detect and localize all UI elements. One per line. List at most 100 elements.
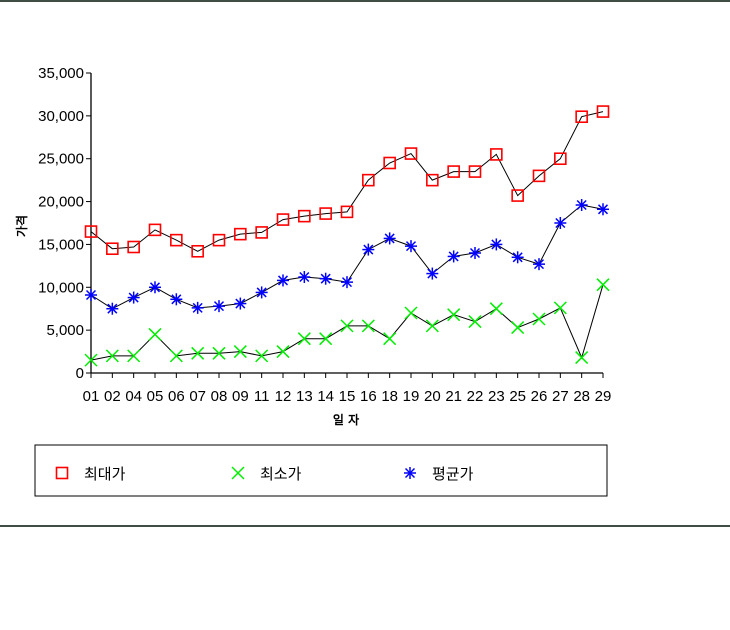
data-point (255, 286, 268, 299)
data-point (255, 226, 268, 239)
y-tick-label: 25,000 (38, 151, 84, 168)
data-point (533, 258, 545, 271)
y-tick-label: 30,000 (38, 108, 84, 125)
legend-marker (404, 467, 416, 479)
data-point (340, 319, 354, 333)
x-tick-label: 20 (424, 388, 441, 405)
data-point (127, 240, 140, 254)
x-tick-label: 23 (488, 388, 505, 405)
x-tick-label: 27 (552, 388, 569, 405)
data-point (426, 267, 439, 280)
data-point (383, 156, 396, 170)
bottom-divider (0, 525, 730, 527)
x-axis-ticks: 01 02 04 05 06 07 08 09 11 12 13 14 15 16 18 19 20 21 22 23… (83, 373, 611, 405)
data-point (553, 301, 567, 315)
data-point (169, 349, 183, 363)
data-point (84, 353, 98, 367)
x-tick-label: 13 (296, 388, 313, 405)
data-point (106, 242, 119, 256)
data-point (319, 272, 332, 285)
y-tick-label: 15,000 (38, 236, 84, 253)
series-line (90, 111, 604, 252)
data-point (213, 300, 225, 313)
data-point (191, 244, 204, 258)
legend-item: 평균가 (404, 465, 474, 483)
data-point (511, 321, 525, 335)
data-point (490, 148, 503, 161)
data-point (170, 293, 183, 306)
x-tick-label: 08 (211, 388, 228, 405)
data-point (191, 346, 205, 360)
data-point (425, 319, 439, 333)
x-tick-label: 18 (381, 388, 398, 405)
x-tick-label: 07 (189, 388, 206, 405)
x-tick-label: 14 (317, 388, 334, 405)
x-tick-label: 22 (467, 388, 484, 405)
y-axis-title: 가격 (14, 215, 29, 237)
data-point (297, 332, 311, 346)
data-point (298, 271, 311, 283)
data-point (255, 349, 269, 363)
data-point (489, 302, 503, 316)
data-point (511, 251, 524, 264)
x-tick-label: 15 (339, 388, 356, 405)
data-point (319, 332, 333, 346)
x-tick-label: 01 (83, 388, 100, 405)
data-point (405, 240, 417, 253)
x-tick-label: 21 (445, 388, 462, 405)
legend-label: 최대가 (84, 465, 126, 483)
x-tick-label: 04 (125, 388, 142, 405)
data-point (447, 308, 461, 322)
data-point (596, 278, 610, 292)
data-point (362, 243, 375, 256)
data-point (447, 165, 460, 178)
y-tick-label: 0 (76, 365, 84, 382)
y-tick-label: 35,000 (38, 65, 84, 82)
x-tick-label: 05 (147, 388, 164, 405)
data-point (276, 213, 290, 226)
x-tick-label: 25 (509, 388, 526, 405)
x-axis-title: 일 자 (333, 412, 359, 427)
data-point (341, 276, 353, 289)
data-point (554, 152, 567, 166)
x-tick-label: 19 (403, 388, 420, 405)
data-point (596, 105, 610, 118)
chart-legend: 최대가 최소가 평균가 (34, 444, 608, 497)
x-tick-label: 26 (531, 388, 548, 405)
y-tick-label: 20,000 (38, 194, 84, 211)
data-point (383, 332, 397, 346)
legend-marker (231, 466, 245, 480)
series-layer (84, 105, 610, 367)
data-point (127, 291, 140, 304)
data-point (277, 274, 289, 287)
x-tick-label: 06 (168, 388, 185, 405)
data-point (212, 233, 226, 247)
data-point (170, 233, 183, 247)
y-tick-label: 10,000 (38, 279, 84, 296)
data-point (234, 297, 247, 310)
x-tick-label: 28 (573, 388, 590, 405)
x-tick-label: 02 (104, 388, 121, 405)
data-point (426, 173, 439, 187)
data-point (84, 225, 98, 238)
x-tick-label: 12 (275, 388, 292, 405)
data-point (383, 232, 396, 245)
data-point (340, 205, 354, 219)
data-point (532, 312, 546, 326)
data-point (233, 345, 247, 359)
legend-label: 최소가 (260, 465, 302, 483)
y-tick-label: 5,000 (46, 322, 84, 339)
data-point (298, 209, 311, 223)
data-point (575, 199, 588, 211)
data-point (148, 223, 162, 237)
data-point (106, 302, 119, 315)
data-point (597, 203, 609, 216)
data-point (468, 315, 482, 329)
data-point (447, 250, 460, 263)
data-point (127, 349, 141, 363)
data-point (276, 345, 290, 359)
chart-axes (90, 73, 603, 374)
data-point (85, 289, 97, 301)
data-point (191, 301, 204, 314)
